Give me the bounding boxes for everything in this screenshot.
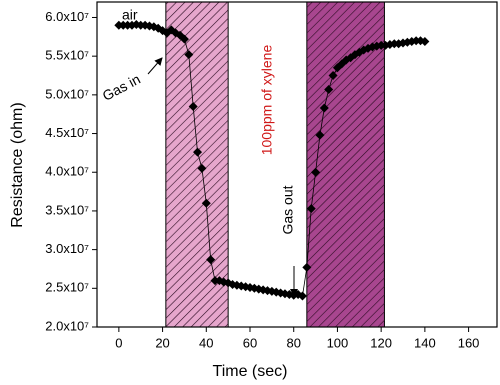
x-tick-label: 160 [458, 335, 480, 350]
data-point [311, 167, 321, 177]
annotation: 100ppm of xylene [259, 45, 275, 156]
x-axis-title: Time (sec) [213, 363, 288, 380]
y-axis-title: Resistance (ohm) [9, 102, 26, 227]
x-tick-label: 0 [115, 335, 122, 350]
hatch [165, 2, 229, 327]
y-tick-label: 4.0x10⁷ [45, 164, 89, 179]
plot-frame [96, 1, 498, 328]
y-tick-label: 3.5x10⁷ [45, 202, 89, 217]
data-point [188, 101, 198, 111]
data-point [201, 198, 211, 208]
x-tick-label: 40 [199, 335, 213, 350]
data-point [328, 71, 338, 81]
y-tick-label: 2.5x10⁷ [45, 280, 89, 295]
y-tick-label: 5.0x10⁷ [45, 86, 89, 101]
y-tick-label: 3.0x10⁷ [45, 241, 89, 256]
data-point [302, 262, 312, 272]
data-point [306, 204, 316, 214]
data-point [179, 34, 189, 44]
data-point [184, 50, 194, 60]
data-point [193, 147, 203, 157]
y-tick-label: 6.0x10⁷ [45, 9, 89, 24]
y-tick-label: 5.5x10⁷ [45, 48, 89, 63]
data-point [206, 255, 216, 265]
x-tick-label: 80 [286, 335, 300, 350]
annotation: air [122, 7, 138, 23]
annotation: Gas in [100, 71, 143, 104]
arrow [147, 57, 163, 75]
data-point [420, 36, 430, 46]
x-tick-label: 120 [370, 335, 392, 350]
y-tick-label: 4.5x10⁷ [45, 125, 89, 140]
data-point [197, 163, 207, 173]
x-tick-label: 140 [414, 335, 436, 350]
annotation: Gas out [280, 185, 296, 234]
x-tick-label: 100 [327, 335, 349, 350]
data-point [324, 84, 334, 94]
data-point [319, 103, 329, 113]
x-tick-label: 20 [155, 335, 169, 350]
x-tick-label: 60 [243, 335, 257, 350]
data-point [297, 291, 307, 301]
data-point [315, 130, 325, 140]
y-tick-label: 2.0x10⁷ [45, 318, 89, 333]
